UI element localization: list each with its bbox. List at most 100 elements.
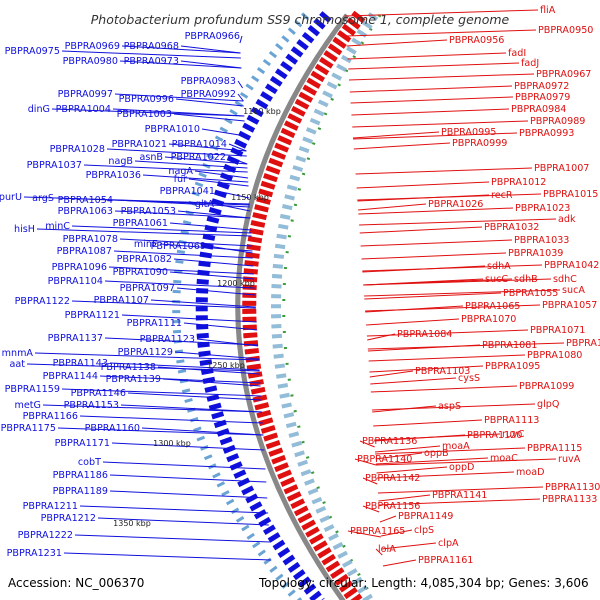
gene-label-pbpra0972: PBPRA0972	[514, 81, 569, 92]
gene-label-pbpra1081: PBPRA1081	[482, 340, 537, 351]
leader-line-nagb	[134, 160, 248, 169]
leader-line-pbpra1003	[173, 113, 245, 122]
gene-label-pbpra1123: PBPRA1123	[140, 334, 195, 345]
scale-mark-1300-kbp: 1300 kbp	[153, 439, 191, 448]
gene-label-pbpra1146: PBPRA1146	[71, 388, 126, 399]
leader-line-pbpra1141	[378, 494, 431, 502]
leader-line-pbpra1033	[360, 239, 513, 247]
red-feature-track	[242, 10, 366, 600]
gene-label-pbpra0996: PBPRA0996	[119, 94, 174, 105]
leader-line-pbpra1175	[57, 427, 264, 436]
leader-line-sdhc	[363, 278, 552, 286]
gene-label-suca: sucA	[562, 285, 585, 296]
gene-label-ruvc: ruvC	[502, 429, 525, 440]
gene-label-glta: gltA	[195, 199, 215, 210]
gene-label-pbpra1012: PBPRA1012	[491, 177, 546, 188]
gene-label-sdhb: sdhB	[514, 274, 538, 285]
gene-label-adk: adk	[558, 214, 576, 225]
leader-line-pbpra0956	[346, 39, 448, 47]
leader-line-pbpra1026	[358, 203, 427, 211]
leader-line-pbpra1021	[168, 143, 247, 152]
leader-line-pbpra1222	[74, 534, 270, 543]
leader-line-clps	[380, 529, 413, 537]
leader-line-pbpra1014	[228, 143, 247, 152]
gene-label-pbpra0980: PBPRA0980	[63, 56, 118, 67]
gene-label-recr: recR	[491, 190, 513, 201]
leader-line-pbpra1004	[112, 108, 245, 117]
gene-label-pbpra1222: PBPRA1222	[18, 530, 73, 541]
leader-line-pbpra1165	[347, 530, 382, 538]
leader-line-lola	[375, 548, 383, 556]
leader-line-pbpra1042	[362, 264, 543, 272]
leader-line-pbpra0950	[345, 29, 537, 37]
right-gene-labels: fliAPBPRA0950PBPRA0956fadIfadJPBPRA0967P…	[350, 5, 600, 566]
leader-line-pbpra1039	[361, 252, 507, 260]
gene-label-cobt: cobT	[78, 457, 101, 468]
leader-line-pbpra1133	[378, 498, 541, 506]
gene-label-clps: clpS	[414, 525, 434, 536]
leader-line-asnb	[164, 156, 248, 165]
gene-label-pbpra1211: PBPRA1211	[23, 501, 78, 512]
leader-line-flia	[344, 9, 539, 17]
leader-line-moaa	[374, 445, 441, 453]
leader-line-pbpra0996	[175, 98, 244, 107]
gene-label-oppb: oppB	[424, 448, 449, 459]
gene-label-pbpra1142: PBPRA1142	[365, 473, 420, 484]
gene-label-pbpra1186: PBPRA1186	[53, 470, 108, 481]
leader-line-pbpra1082	[173, 258, 254, 267]
leader-line-hish	[36, 228, 252, 237]
scale-mark-1150-kbp: 1150 kbp	[231, 193, 269, 202]
gene-label-pbpra1115: PBPRA1115	[527, 443, 582, 454]
gene-label-pbpra1121: PBPRA1121	[65, 310, 120, 321]
gene-label-pbpra1144: PBPRA1144	[43, 371, 98, 382]
leader-line-pbpra0999	[353, 142, 451, 150]
gene-label-pbpra1111: PBPRA1111	[127, 318, 182, 329]
gene-label-pbpra1133: PBPRA1133	[542, 494, 597, 505]
leader-line-pbpra1113	[373, 419, 483, 427]
leader-line-pbpra1160	[141, 427, 264, 436]
leader-line-pbpra1080	[368, 354, 526, 362]
gene-label-pbpra1042: PBPRA1042	[544, 260, 599, 271]
gene-label-pbpra1122: PBPRA1122	[15, 296, 70, 307]
leader-line-pbpra1087	[113, 250, 253, 259]
gene-label-pbpra1136: PBPRA1136	[362, 436, 417, 447]
gene-label-pbpra1160: PBPRA1160	[85, 423, 140, 434]
leader-line-pbpra0979	[350, 96, 514, 104]
gene-label-pbpra1032: PBPRA1032	[484, 222, 539, 233]
leader-line-pbpra1010	[201, 128, 246, 137]
leader-line-pbpra1057	[365, 304, 541, 312]
leader-line-pbpra0983	[237, 80, 244, 89]
leader-line-minc	[71, 225, 252, 234]
leader-line-ding	[51, 108, 245, 117]
leader-line-pbpra0975	[61, 50, 241, 59]
leader-line-moad	[376, 471, 515, 479]
gene-label-pbpra1014: PBPRA1014	[172, 139, 227, 150]
gene-label-pbpra1140: PBPRA1140	[357, 454, 412, 465]
leader-line-ruva	[375, 458, 557, 466]
gene-label-nagb: nagB	[108, 156, 133, 167]
leader-line-pbpra1146	[127, 392, 262, 401]
leader-line-pbpra0992	[237, 93, 244, 102]
gene-label-pbpra0950: PBPRA0950	[538, 25, 593, 36]
gene-label-pbpra1071: PBPRA1071	[530, 325, 585, 336]
gene-label-pbpra1054: PBPRA1054	[58, 195, 113, 206]
gene-label-pbpra1070: PBPRA1070	[461, 314, 516, 325]
feature-band	[172, 10, 382, 600]
gene-label-sdha: sdhA	[487, 261, 511, 272]
leader-line-pbpra1022	[227, 156, 248, 165]
gene-label-pbpra0969: PBPRA0969	[65, 41, 120, 52]
gene-label-pbpra0979: PBPRA0979	[515, 92, 570, 103]
leader-line-fadi	[347, 52, 507, 60]
gene-label-moac: moaC	[490, 453, 518, 464]
leader-line-pbpra1122	[71, 300, 256, 309]
gene-label-pbpra1028: PBPRA1028	[50, 144, 105, 155]
gene-label-asnb: asnB	[139, 152, 163, 163]
leader-line-pbpra1137	[104, 337, 259, 346]
leader-line-cyss	[370, 377, 457, 385]
leader-line-pbpra1159	[61, 388, 262, 397]
gene-label-pbpra1153: PBPRA1153	[64, 400, 119, 411]
leader-line-pbpra1129	[174, 351, 259, 360]
leader-line-pbpra1121	[121, 314, 257, 323]
gene-label-pbpra1087: PBPRA1087	[57, 246, 112, 257]
